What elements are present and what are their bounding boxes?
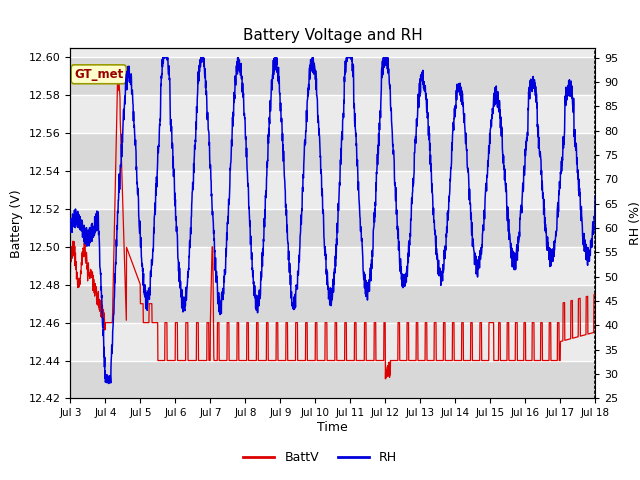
Y-axis label: RH (%): RH (%): [630, 201, 640, 245]
Title: Battery Voltage and RH: Battery Voltage and RH: [243, 28, 422, 43]
Bar: [70, 133, 595, 171]
Legend: BattV, RH: BattV, RH: [238, 446, 402, 469]
Text: GT_met: GT_met: [74, 68, 124, 81]
X-axis label: Time: Time: [317, 421, 348, 434]
Bar: [70, 285, 595, 323]
Bar: [70, 171, 595, 209]
Bar: [70, 360, 595, 398]
Bar: [70, 323, 595, 360]
Bar: [70, 247, 595, 285]
Y-axis label: Battery (V): Battery (V): [10, 189, 23, 257]
Bar: [70, 209, 595, 247]
Bar: [70, 58, 595, 96]
Bar: [70, 96, 595, 133]
